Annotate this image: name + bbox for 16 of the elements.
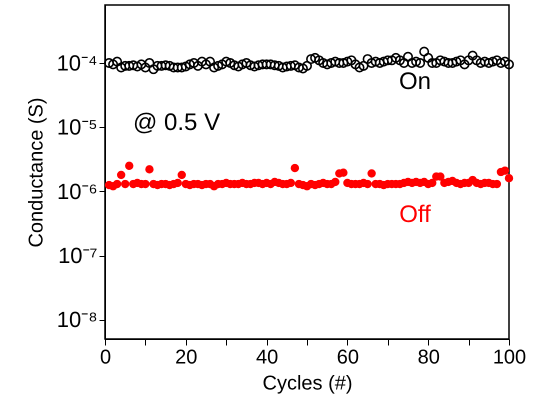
series-label: On — [398, 68, 432, 95]
y-axis-title: Conductance (S) — [26, 97, 48, 248]
y-tick-label: 10⁻⁴ — [56, 50, 98, 76]
x-tick-label: 100 — [492, 346, 526, 368]
y-tick-label: 10⁻⁷ — [58, 243, 98, 268]
x-tick-label: 60 — [336, 346, 360, 368]
series-label: Off — [399, 201, 432, 228]
x-tick-label: 0 — [100, 346, 112, 368]
x-tick-label: 40 — [256, 346, 278, 368]
y-tick-label: 10⁻⁵ — [56, 114, 98, 140]
x-tick-label: 20 — [175, 346, 198, 368]
x-axis-title: Cycles (#) — [262, 372, 353, 394]
y-tick-label: 10⁻⁶ — [56, 178, 98, 204]
y-tick-label: 10⁻⁸ — [56, 307, 98, 332]
annotation: @ 0.5 V — [133, 109, 220, 136]
x-tick-label: 80 — [418, 346, 440, 368]
